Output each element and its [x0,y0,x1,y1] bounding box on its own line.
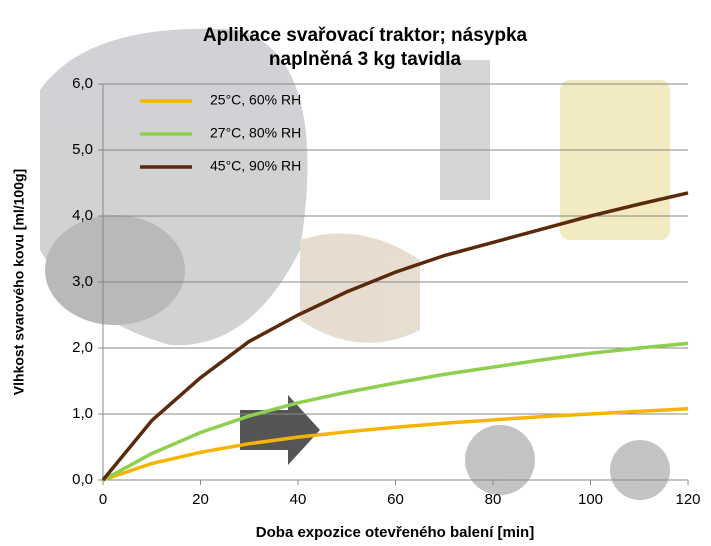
y-tick-label: 1,0 [72,405,93,422]
x-tick-label: 0 [99,491,107,508]
y-tick-label: 0,0 [72,471,93,488]
legend-label: 27°C, 80% RH [210,125,301,141]
y-axis-label: Vlhkost svarového kovu [ml/100g] [11,169,27,395]
line [103,343,688,480]
chart: Aplikace svařovací traktor; násypka napl… [0,0,711,546]
y-tick-label: 3,0 [72,273,93,290]
y-tick-label: 5,0 [72,141,93,158]
x-tick-label: 120 [675,491,700,508]
legend-label: 25°C, 60% RH [210,92,301,108]
y-tick-label: 2,0 [72,339,93,356]
y-tick-label: 4,0 [72,207,93,224]
x-tick-label: 100 [578,491,603,508]
legend-label: 45°C, 90% RH [210,158,301,174]
x-tick-label: 80 [485,491,502,508]
x-tick-label: 20 [192,491,209,508]
y-tick-label: 6,0 [72,75,93,92]
x-axis-label: Doba expozice otevřeného balení [min] [256,524,534,541]
x-tick-label: 40 [290,491,307,508]
chart-title: naplněná 3 kg tavidla [269,49,462,70]
x-tick-label: 60 [387,491,404,508]
line [103,409,688,480]
chart-title: Aplikace svařovací traktor; násypka [203,25,528,46]
arrow-decoration [240,395,320,465]
